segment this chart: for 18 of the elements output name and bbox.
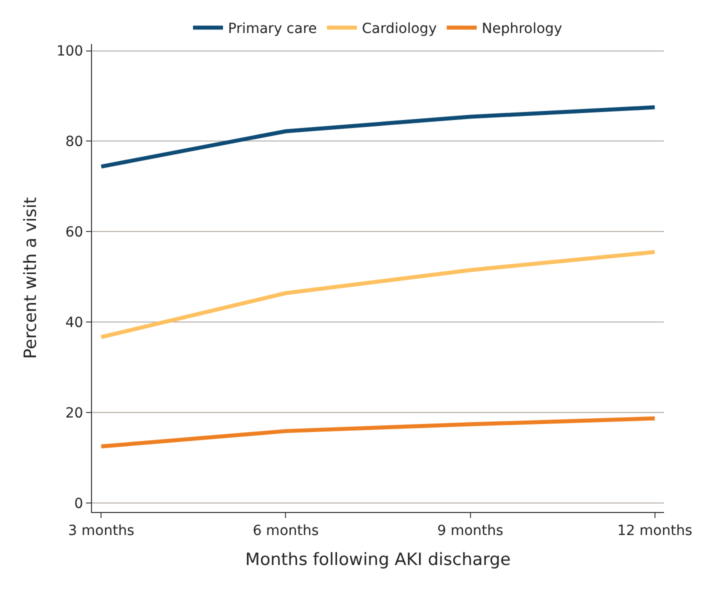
- legend-label: Cardiology: [362, 21, 437, 38]
- x-axis-title: Months following AKI discharge: [245, 550, 511, 570]
- x-tick-label: 12 months: [617, 522, 692, 539]
- x-tick-label: 6 months: [252, 522, 319, 539]
- y-tick-label: 100: [56, 44, 84, 60]
- x-tick-label: 3 months: [68, 522, 134, 539]
- y-tick-label: 20: [65, 405, 84, 422]
- line-series: [99, 105, 657, 169]
- line-series: [99, 416, 657, 448]
- legend-label: Nephrology: [482, 21, 562, 38]
- y-tick-label: 40: [65, 314, 84, 331]
- y-axis-title: Percent with a visit: [21, 196, 42, 359]
- x-tick-label: 9 months: [437, 522, 504, 539]
- line-series: [99, 250, 657, 340]
- y-tick-label: 60: [65, 224, 84, 241]
- y-tick-label: 80: [65, 134, 84, 150]
- legend-label: Primary care: [228, 21, 317, 38]
- y-tick-label: 0: [74, 496, 84, 512]
